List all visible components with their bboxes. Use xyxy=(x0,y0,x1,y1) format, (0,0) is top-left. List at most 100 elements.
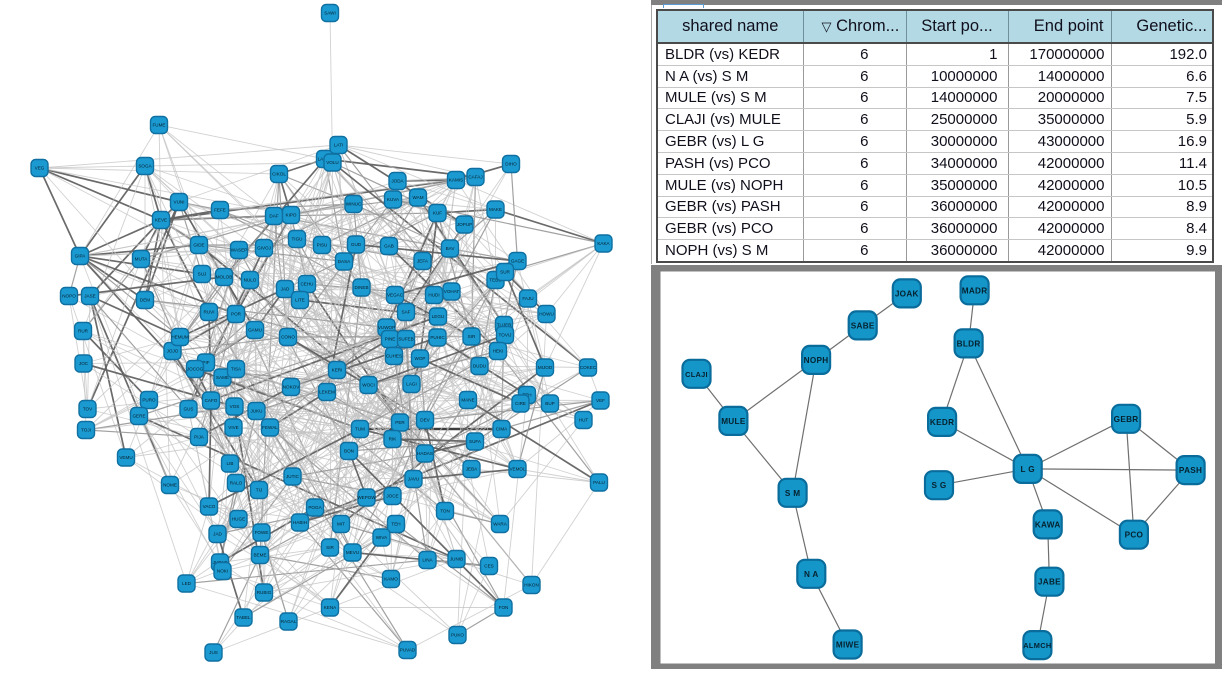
svg-text:VOS: VOS xyxy=(230,404,240,409)
svg-text:LATI: LATI xyxy=(334,143,343,148)
svg-text:SUR: SUR xyxy=(500,270,510,275)
svg-text:SUFA: SUFA xyxy=(469,439,482,444)
svg-text:GEBR: GEBR xyxy=(1114,415,1139,424)
svg-text:WARA: WARA xyxy=(493,522,508,527)
svg-text:LEKEM: LEKEM xyxy=(319,390,335,395)
svg-text:FUME: FUME xyxy=(152,123,165,128)
svg-text:VEMU: VEMU xyxy=(119,455,132,460)
svg-text:LIB: LIB xyxy=(227,461,234,466)
svg-text:TON: TON xyxy=(440,509,450,514)
svg-text:JEFA: JEFA xyxy=(417,259,429,264)
svg-text:GAGE: GAGE xyxy=(511,259,524,264)
svg-text:TOVIJ: TOVIJ xyxy=(499,333,512,338)
svg-text:KUVA: KUVA xyxy=(387,197,400,202)
svg-text:TIJ: TIJ xyxy=(256,488,262,493)
svg-text:VACO: VACO xyxy=(203,504,216,509)
svg-text:VOHAT: VOHAT xyxy=(444,289,460,294)
svg-text:CUHES: CUHES xyxy=(386,354,402,359)
svg-text:RUR: RUR xyxy=(78,329,89,334)
svg-text:MANE: MANE xyxy=(461,398,474,403)
svg-text:PIJA: PIJA xyxy=(194,435,205,440)
svg-text:NOPO: NOPO xyxy=(62,294,76,299)
svg-text:DEV: DEV xyxy=(420,418,430,423)
svg-text:GAB: GAB xyxy=(384,244,394,249)
svg-text:L G: L G xyxy=(1020,465,1034,474)
svg-text:FON: FON xyxy=(499,605,509,610)
svg-text:JUS: JUS xyxy=(209,650,218,655)
svg-text:JOAK: JOAK xyxy=(895,289,919,298)
svg-text:WOP: WOP xyxy=(415,356,426,361)
svg-text:BLDR: BLDR xyxy=(957,339,981,348)
svg-text:JOC: JOC xyxy=(79,361,89,366)
svg-text:KAMIS: KAMIS xyxy=(449,178,463,183)
svg-text:GAMU: GAMU xyxy=(248,328,262,333)
svg-text:KEDR: KEDR xyxy=(930,418,954,427)
svg-text:SIR: SIR xyxy=(468,334,476,339)
svg-text:CIMA: CIMA xyxy=(496,427,508,432)
svg-text:LAGI: LAGI xyxy=(406,382,416,387)
svg-text:FEFE: FEFE xyxy=(214,208,226,213)
svg-text:JOPUP: JOPUP xyxy=(457,222,472,227)
svg-text:PUKO: PUKO xyxy=(451,633,464,638)
svg-text:MULE: MULE xyxy=(721,417,746,426)
svg-text:LITE: LITE xyxy=(295,298,305,303)
svg-text:CONO: CONO xyxy=(281,335,295,340)
svg-text:JOCE: JOCE xyxy=(386,494,398,499)
svg-text:HEKI: HEKI xyxy=(493,349,504,354)
svg-text:RUVI: RUVI xyxy=(204,310,215,315)
svg-text:JEBA: JEBA xyxy=(466,467,478,472)
svg-text:NULO: NULO xyxy=(244,278,257,283)
svg-text:DEM: DEM xyxy=(140,298,150,303)
svg-text:MIJOD: MIJOD xyxy=(538,365,553,370)
svg-text:WINUC: WINUC xyxy=(346,202,362,207)
svg-text:BAV: BAV xyxy=(446,246,456,251)
svg-text:PISU: PISU xyxy=(317,243,328,248)
svg-text:JOCOG: JOCOG xyxy=(187,367,204,372)
svg-text:HEMUM: HEMUM xyxy=(171,335,189,340)
svg-text:CES: CES xyxy=(484,564,493,569)
svg-text:LEGU: LEGU xyxy=(432,314,445,319)
svg-text:CAFAJ: CAFAJ xyxy=(468,175,482,180)
svg-text:NOPH: NOPH xyxy=(804,356,829,365)
svg-text:JAD: JAD xyxy=(281,287,290,292)
svg-text:NOKOV: NOKOV xyxy=(283,385,301,390)
svg-text:DIHO: DIHO xyxy=(505,162,517,167)
svg-text:RUBIG: RUBIG xyxy=(257,590,272,595)
svg-text:SAWI: SAWI xyxy=(324,11,336,16)
svg-text:HUGE: HUGE xyxy=(232,517,245,522)
svg-text:KENA: KENA xyxy=(324,605,337,610)
svg-text:KUF: KUF xyxy=(433,211,442,216)
svg-text:FOWE: FOWE xyxy=(255,530,269,535)
svg-text:JUKU: JUKU xyxy=(251,409,263,414)
svg-text:VOLU: VOLU xyxy=(326,160,339,165)
svg-text:JAVU: JAVU xyxy=(408,477,419,482)
svg-text:KIPO: KIPO xyxy=(286,213,297,218)
svg-text:VUWOP: VUWOP xyxy=(378,325,395,330)
svg-text:PALU: PALU xyxy=(593,480,605,485)
svg-text:RALO: RALO xyxy=(230,481,243,486)
svg-text:MADR: MADR xyxy=(962,286,988,295)
svg-text:PINE: PINE xyxy=(385,337,396,342)
svg-text:VUNI: VUNI xyxy=(174,200,185,205)
svg-text:TIGU: TIGU xyxy=(292,237,303,242)
svg-text:POGA: POGA xyxy=(308,505,322,510)
svg-text:GIVOJ: GIVOJ xyxy=(257,246,271,251)
svg-text:GUS: GUS xyxy=(184,407,194,412)
svg-text:RAGAL: RAGAL xyxy=(281,619,297,624)
svg-text:NOKI: NOKI xyxy=(217,569,228,574)
svg-text:JUTIC: JUTIC xyxy=(286,474,300,479)
svg-text:LED: LED xyxy=(182,581,192,586)
svg-text:SAME: SAME xyxy=(216,375,229,380)
svg-text:WASEP: WASEP xyxy=(231,248,247,253)
svg-text:COKEC: COKEC xyxy=(580,365,597,370)
svg-text:WOCI: WOCI xyxy=(362,383,375,388)
svg-text:HABIH: HABIH xyxy=(293,520,307,525)
svg-text:ALMCH: ALMCH xyxy=(1023,641,1051,650)
svg-text:HIKON: HIKON xyxy=(524,583,539,588)
svg-text:S M: S M xyxy=(785,489,800,498)
svg-text:KAMO: KAMO xyxy=(384,577,398,582)
svg-text:SIR: SIR xyxy=(326,545,334,550)
svg-text:RIK: RIK xyxy=(389,437,398,442)
svg-text:WAM: WAM xyxy=(412,195,423,200)
svg-text:TUJEB: TUJEB xyxy=(497,323,512,328)
